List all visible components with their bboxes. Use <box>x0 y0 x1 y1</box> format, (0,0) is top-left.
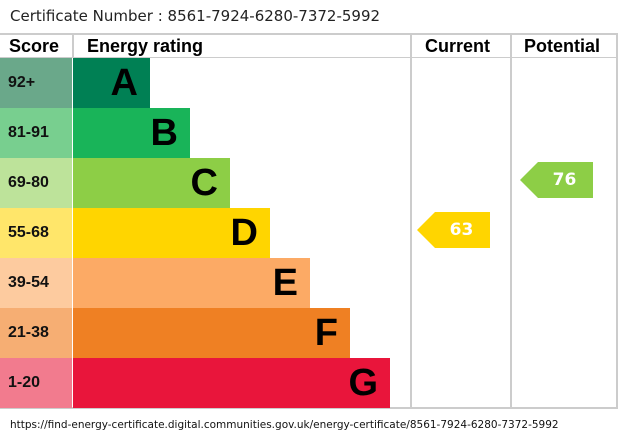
header-score: Score <box>9 36 60 56</box>
band-letter: C <box>190 162 218 204</box>
certificate-url: https://find-energy-certificate.digital.… <box>10 419 559 431</box>
grid-line <box>510 33 512 409</box>
score-range-e: 39-54 <box>0 258 72 308</box>
potential-rating-arrow: 76 <box>520 162 593 198</box>
band-bar-g: G <box>73 358 390 408</box>
potential-rating-value: 76 <box>552 170 577 190</box>
grid-line <box>0 407 618 409</box>
grid-line <box>0 33 618 35</box>
band-letter: E <box>272 262 298 304</box>
band-letter: A <box>110 62 138 104</box>
certificate-number: Certificate Number : 8561-7924-6280-7372… <box>10 7 381 25</box>
band-letter: B <box>150 112 178 154</box>
score-range-f: 21-38 <box>0 308 72 358</box>
current-rating-value: 63 <box>449 220 474 240</box>
grid-line <box>0 57 618 58</box>
grid-line <box>72 33 74 58</box>
band-bar-e: E <box>73 258 310 308</box>
band-bar-d: D <box>73 208 270 258</box>
band-letter: D <box>230 212 258 254</box>
band-letter: G <box>348 362 378 404</box>
score-range-a: 92+ <box>0 58 72 108</box>
band-bar-a: A <box>73 58 150 108</box>
header-current: Current <box>425 36 491 56</box>
band-bar-c: C <box>73 158 230 208</box>
current-rating-arrow: 63 <box>417 212 490 248</box>
score-range-c: 69-80 <box>0 158 72 208</box>
band-bar-f: F <box>73 308 350 358</box>
score-range-d: 55-68 <box>0 208 72 258</box>
grid-line <box>410 33 412 409</box>
grid-line <box>616 33 618 409</box>
score-range-g: 1-20 <box>0 358 72 408</box>
band-bar-b: B <box>73 108 190 158</box>
header-energy-rating: Energy rating <box>87 36 204 56</box>
score-range-b: 81-91 <box>0 108 72 158</box>
header-potential: Potential <box>524 36 601 56</box>
band-letter: F <box>314 312 338 354</box>
